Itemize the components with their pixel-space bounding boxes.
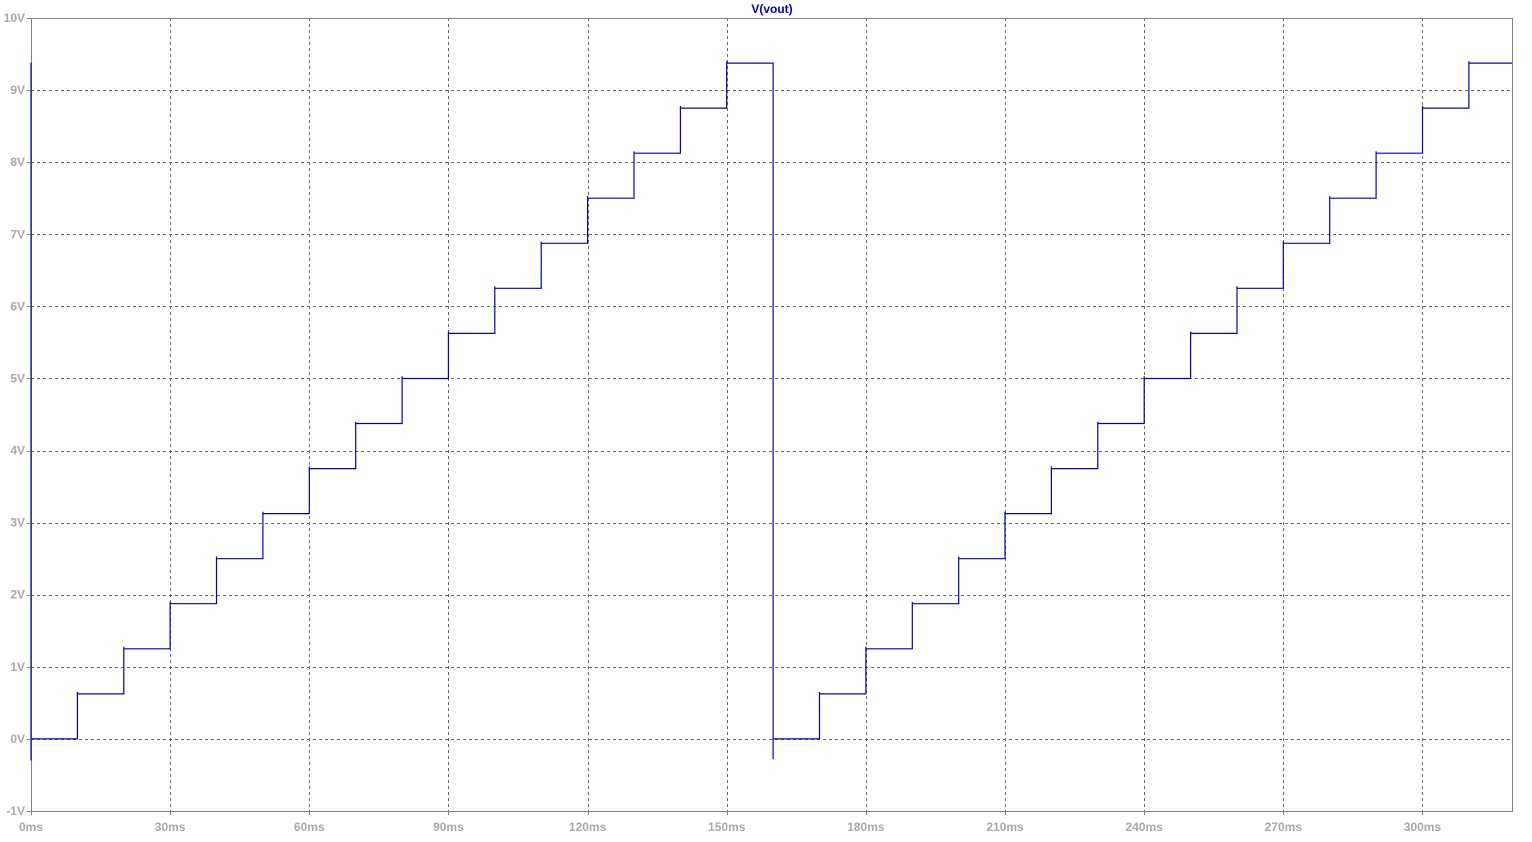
x-tick-label: 210ms	[986, 820, 1024, 834]
trace-layer	[30, 61, 1512, 761]
x-tick-label: 60ms	[294, 820, 325, 834]
y-tick-label: -1V	[6, 804, 25, 818]
y-tick-label: 5V	[10, 371, 25, 385]
plot-border	[31, 18, 1513, 812]
x-tick-label: 30ms	[155, 820, 186, 834]
y-tick-label: 6V	[10, 299, 25, 313]
y-tick-label: 7V	[10, 227, 25, 241]
y-tick-label: 3V	[10, 516, 25, 530]
y-tick-label: 2V	[10, 588, 25, 602]
y-axis-ticks: -1V 0V 1V 2V 3V 4V 5V 6V 7V 8V 9V 10V	[4, 11, 31, 818]
y-tick-label: 8V	[10, 155, 25, 169]
trace-v-vout[interactable]	[30, 61, 1512, 761]
x-tick-label: 300ms	[1404, 820, 1442, 834]
plot-frame	[31, 18, 1513, 812]
y-tick-label: 1V	[10, 660, 25, 674]
y-tick-label: 10V	[4, 11, 25, 25]
x-axis-ticks: 0ms 30ms 60ms 90ms 120ms 150ms 180ms 210ms 240ms…	[19, 811, 1442, 834]
y-tick-label: 4V	[10, 444, 25, 458]
x-tick-label: 0ms	[19, 820, 43, 834]
trace-title[interactable]: V(vout)	[751, 2, 792, 16]
y-tick-label: 9V	[10, 83, 25, 97]
x-tick-label: 270ms	[1265, 820, 1303, 834]
x-tick-label: 150ms	[708, 820, 746, 834]
x-tick-label: 240ms	[1125, 820, 1163, 834]
grid-layer	[31, 18, 1512, 811]
y-tick-label: 0V	[10, 732, 25, 746]
x-tick-label: 90ms	[433, 820, 464, 834]
x-tick-label: 180ms	[847, 820, 885, 834]
x-tick-label: 120ms	[569, 820, 607, 834]
